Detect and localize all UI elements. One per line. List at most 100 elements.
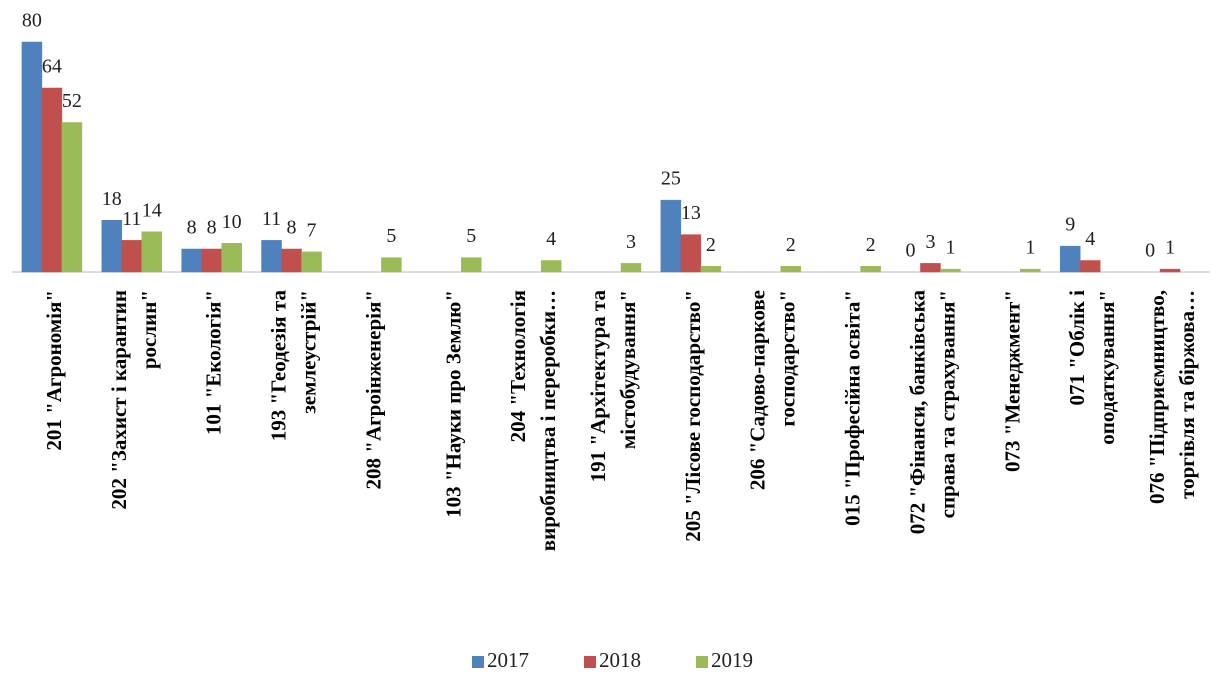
x-tick-label-line: рослин" (137, 290, 161, 369)
x-tick-label-line: 071 "Облік і (1065, 290, 1089, 406)
data-label: 1 (1025, 237, 1035, 259)
data-label: 52 (62, 90, 82, 112)
data-label: 5 (466, 225, 476, 247)
bar (461, 257, 482, 273)
data-label: 80 (22, 10, 42, 32)
data-label: 2 (706, 234, 716, 256)
x-tick-label-line: 191 "Архітектура та (586, 290, 610, 483)
legend-swatch (472, 656, 484, 668)
bar (121, 240, 143, 273)
x-tick-label-line: оподаткування" (1095, 290, 1119, 445)
x-tick-label-line: землеустрій" (296, 290, 320, 414)
x-tick-label: 191 "Архітектура та містобудування" (586, 290, 640, 483)
data-label: 11 (122, 208, 141, 230)
x-tick-label-line: господарство" (776, 290, 800, 427)
x-tick-label-line: 202 "Захист і карантин (107, 290, 131, 510)
x-tick-label: 205 "Лісове господарство" (681, 290, 705, 542)
bar (281, 248, 302, 273)
bar (221, 243, 242, 273)
bar (61, 122, 83, 273)
data-label: 8 (207, 217, 217, 239)
x-tick-label-line: 208 "Агроінженерія" (361, 290, 385, 489)
x-tick-label: 208 "Агроінженерія" (361, 290, 385, 489)
x-tick-label-line: справа та страхування" (935, 290, 959, 518)
x-tick-label-line: виробництва і переробки… (536, 290, 560, 551)
x-tick-label-line: 201 "Агрономія" (42, 290, 66, 451)
bar (101, 220, 123, 273)
data-label: 13 (681, 202, 701, 224)
data-label: 8 (187, 217, 197, 239)
data-label: 11 (262, 208, 281, 230)
legend-label: 2018 (599, 648, 641, 672)
bar (301, 251, 322, 273)
data-label: 1 (945, 237, 955, 259)
data-label: 14 (142, 199, 162, 221)
bar (261, 240, 282, 273)
x-tick-label: 202 "Захист і карантин рослин" (107, 290, 161, 510)
legend-swatch (584, 656, 596, 668)
bar (860, 266, 881, 273)
x-tick-label-line: 073 "Менеджмент" (1000, 290, 1024, 472)
x-tick-label-line: 072 "Фінанси, банківська (905, 290, 929, 535)
data-label: 3 (925, 231, 935, 253)
x-tick-label: 204 "Технологія виробництва і переробки… (506, 290, 560, 551)
bar (201, 248, 222, 273)
data-label: 9 (1065, 214, 1075, 236)
bar (181, 248, 202, 273)
data-label: 8 (287, 217, 297, 239)
data-label: 25 (661, 168, 681, 190)
data-label: 64 (42, 56, 62, 78)
x-tick-label-line: 204 "Технологія (506, 290, 530, 442)
legend-label: 2019 (711, 648, 753, 672)
data-label: 10 (222, 211, 242, 233)
bar (940, 268, 961, 273)
x-tick-label: 206 "Садово-паркове господарство" (746, 290, 800, 490)
data-label: 3 (626, 231, 636, 253)
x-tick-label: 015 "Професійна освіта" (840, 290, 864, 526)
x-tick-label-line: 103 "Науки про Землю" (441, 290, 465, 518)
bar (920, 263, 941, 273)
bar (1020, 268, 1041, 273)
data-label: 18 (102, 188, 122, 210)
x-tick-label: 073 "Менеджмент" (1000, 290, 1024, 472)
bar (381, 257, 402, 273)
data-label: 5 (386, 225, 396, 247)
bar (1159, 268, 1181, 273)
legend-swatch (696, 656, 708, 668)
data-label: 4 (546, 228, 556, 250)
bar (1079, 260, 1101, 273)
x-tick-label: 072 "Фінанси, банківська справа та страху… (905, 290, 959, 535)
bar (21, 41, 43, 273)
x-tick-label: 193 "Геодезія та землеустрій" (266, 290, 320, 442)
bar (700, 266, 722, 273)
x-tick-label: 101 "Екологія" (201, 290, 225, 435)
x-tick-label-line: торгівля та біржова… (1175, 290, 1199, 499)
data-label: 0 (905, 240, 915, 262)
legend-label: 2017 (487, 648, 529, 672)
x-tick-label: 201 "Агрономія" (42, 290, 66, 451)
bar (1059, 245, 1081, 273)
x-tick-label-line: містобудування" (616, 290, 640, 449)
x-tick-label-line: 076 "Підприємництво, (1145, 290, 1169, 504)
x-tick-label-line: 101 "Екологія" (201, 290, 225, 435)
bar (540, 260, 562, 273)
data-label: 0 (1145, 240, 1155, 262)
bar (780, 266, 801, 273)
bar (41, 87, 63, 273)
x-tick-label-line: 206 "Садово-паркове (746, 290, 770, 490)
bar (141, 231, 163, 273)
data-label: 2 (786, 234, 796, 256)
data-label: 1 (1165, 237, 1175, 259)
x-tick-label: 071 "Облік і оподаткування" (1065, 290, 1119, 445)
x-tick-label-line: 205 "Лісове господарство" (681, 290, 705, 542)
data-label: 4 (1085, 228, 1095, 250)
bar (620, 263, 642, 273)
bar (660, 199, 682, 273)
x-tick-label-line: 193 "Геодезія та (266, 290, 290, 442)
x-tick-label: 103 "Науки про Землю" (441, 290, 465, 518)
data-label: 2 (866, 234, 876, 256)
data-label: 7 (307, 219, 317, 241)
x-tick-label: 076 "Підприємництво, торгівля та біржова… (1145, 290, 1199, 504)
x-tick-label-line: 015 "Професійна освіта" (840, 290, 864, 526)
